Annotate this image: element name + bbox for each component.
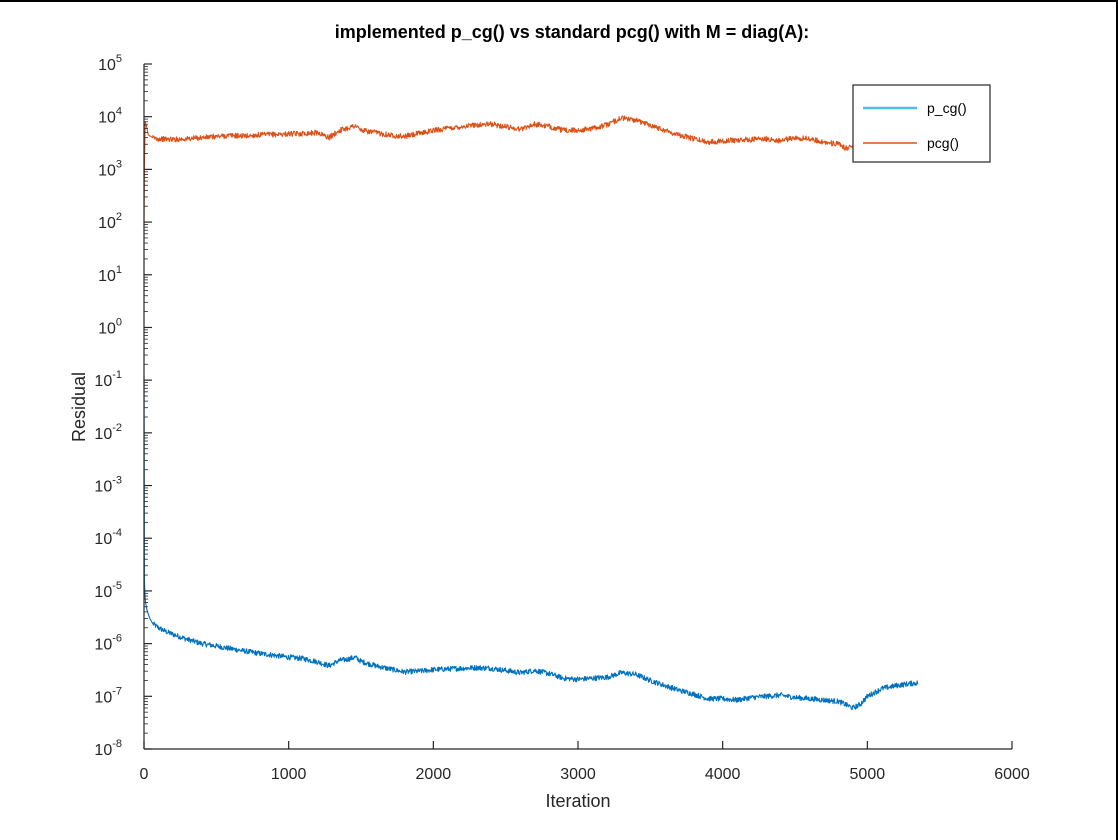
y-tick-label: 10-8 [94,738,122,759]
y-tick-label: 10-5 [94,580,122,601]
y-tick-label: 103 [98,158,122,179]
y-tick-label: 105 [98,53,122,74]
y-tick-label: 10-1 [94,369,122,390]
x-tick-label: 2000 [416,766,452,783]
x-tick-label: 1000 [271,766,307,783]
legend-label-p-cg: p_cg() [927,100,967,116]
legend: p_cg() pcg() [852,84,991,163]
y-axis-title: Residual [69,372,89,442]
legend-label-pcg: pcg() [927,135,959,151]
y-tick-label: 10-2 [94,422,122,443]
y-ticks: 10-8 10-7 10-6 10-5 10-4 10-3 10-2 10-1 100 101 10… [94,53,152,759]
x-ticks: 0 1000 2000 3000 4000 5000 6000 [140,741,1030,783]
y-tick-label: 10-3 [94,475,122,496]
x-tick-label: 6000 [994,766,1030,783]
frame-right-border [1116,0,1118,840]
x-tick-label: 0 [140,766,149,783]
y-tick-label: 104 [98,106,122,127]
y-tick-label: 10-4 [94,527,122,548]
y-tick-label: 100 [98,316,122,337]
y-tick-label: 101 [98,264,122,285]
y-tick-label: 102 [98,211,122,232]
chart-title: implemented p_cg() vs standard pcg() wit… [335,22,810,42]
x-tick-label: 3000 [560,766,596,783]
series-layer [143,115,919,711]
legend-box [852,84,991,163]
axes: 0 1000 2000 3000 4000 5000 6000 10-810-710-610… [94,53,1029,783]
x-tick-label: 5000 [850,766,886,783]
y-tick-label: 10-6 [94,633,122,654]
series-line-pcg [143,115,919,228]
y-tick-label: 10-7 [94,685,122,706]
x-tick-label: 4000 [705,766,741,783]
frame-top-border [0,0,1118,2]
series-line-p-cg [143,375,919,711]
x-axis-title: Iteration [545,791,610,811]
